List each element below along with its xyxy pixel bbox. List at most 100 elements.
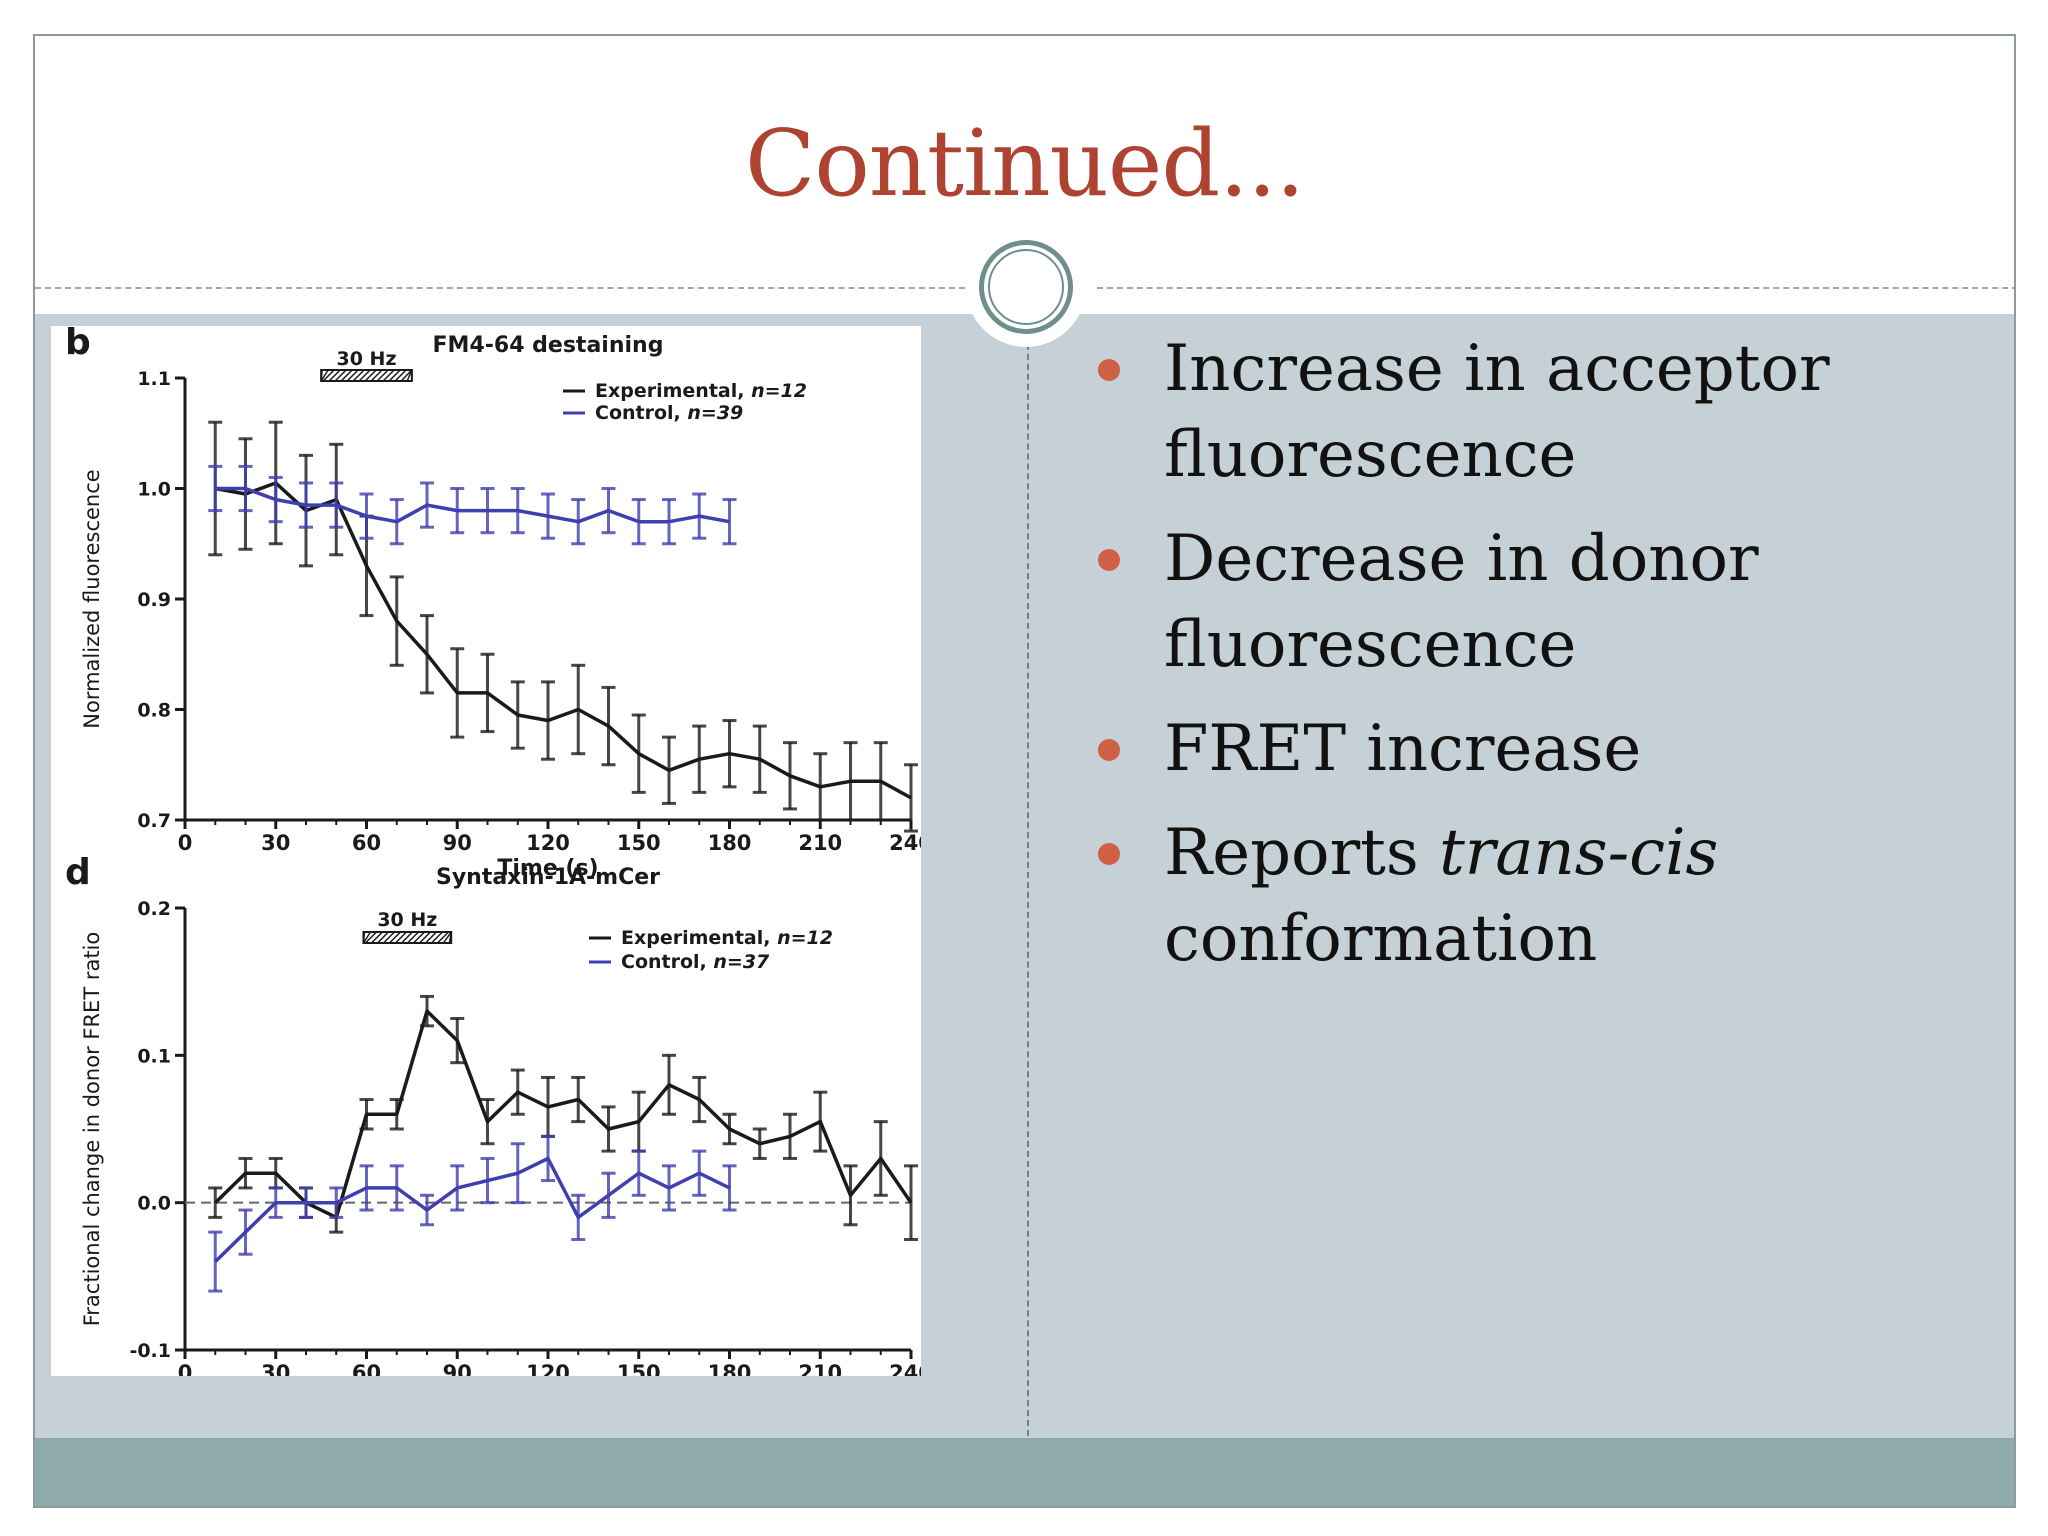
stimulus-hatch — [362, 931, 372, 944]
bullet-dot-icon — [1098, 359, 1120, 381]
figure-panel: b FM4-64 destaining 0.7 0.8 0.9 1.0 1.1 0 30 60 90… — [51, 326, 921, 1376]
bullet-text-italic: trans-cis — [1439, 816, 1719, 890]
x-tick-label: 120 — [526, 831, 570, 855]
y-tick-label: 1.0 — [137, 479, 171, 501]
stimulus-hatch — [364, 931, 378, 944]
bullet-list: Increase in acceptor fluorescence Decrea… — [1098, 326, 1978, 1000]
stimulus-hatch — [430, 931, 444, 944]
bullet-item: FRET increase — [1098, 706, 1978, 792]
stimulus-label: 30 Hz — [377, 909, 437, 931]
x-tick-label: 150 — [617, 831, 661, 855]
x-tick-label: 240 — [889, 831, 921, 855]
stimulus-hatch — [406, 369, 413, 382]
legend-n-label: n=12 — [777, 927, 833, 949]
y-tick-label: -0.1 — [129, 1340, 171, 1362]
y-tick-label: 0.7 — [137, 810, 171, 832]
stimulus-hatch — [320, 369, 323, 382]
x-tick-label: 30 — [261, 1361, 290, 1376]
x-tick-label: 120 — [526, 1361, 570, 1376]
legend-n-label: n=12 — [751, 380, 807, 402]
stimulus-hatch — [376, 931, 390, 944]
legend-entry: Control, n=37 — [621, 951, 770, 973]
stimulus-hatch — [364, 369, 377, 382]
title-divider-right — [1097, 287, 2014, 289]
bullet-text-post: conformation — [1164, 902, 1598, 976]
series-line-control — [215, 486, 730, 524]
panel-letter: b — [65, 326, 91, 363]
stimulus-hatch — [448, 931, 452, 944]
x-tick-label: 150 — [617, 1361, 661, 1376]
panel-letter: d — [65, 852, 91, 893]
y-tick-label: 0.0 — [137, 1193, 171, 1215]
x-tick-label: 210 — [798, 831, 842, 855]
bullet-dot-icon — [1098, 843, 1120, 865]
stimulus-hatch — [328, 369, 341, 382]
stimulus-hatch — [376, 369, 389, 382]
stimulus-hatch — [412, 931, 426, 944]
bullet-text: Increase in acceptor fluorescence — [1164, 332, 1830, 492]
legend-entry: Experimental, n=12 — [621, 927, 833, 949]
title-divider-left — [35, 287, 975, 289]
stimulus-hatch — [382, 931, 396, 944]
legend-entry: Experimental, n=12 — [595, 380, 807, 402]
stimulus-hatch — [346, 369, 359, 382]
stimulus-hatch — [362, 931, 366, 944]
stimulus-hatch — [394, 369, 407, 382]
stimulus-hatch — [424, 931, 438, 944]
x-tick-label: 180 — [708, 1361, 752, 1376]
stimulus-hatch — [322, 369, 335, 382]
stimulus-hatch — [406, 931, 420, 944]
x-tick-label: 240 — [889, 1361, 921, 1376]
stimulus-hatch — [442, 931, 452, 944]
x-tick-label: 0 — [178, 831, 193, 855]
x-tick-label: 210 — [798, 1361, 842, 1376]
legend-n-label: n=37 — [713, 951, 770, 973]
x-tick-label: 0 — [178, 1361, 193, 1376]
column-divider — [1027, 314, 1029, 1436]
y-tick-label: 0.8 — [137, 700, 171, 722]
stimulus-hatch — [436, 931, 450, 944]
series-line-experimental — [214, 1009, 913, 1220]
x-tick-label: 90 — [443, 831, 472, 855]
bullet-item: Decrease in donor fluorescence — [1098, 516, 1978, 688]
series-line-experimental — [214, 481, 912, 800]
stimulus-hatch — [340, 369, 353, 382]
stimulus-hatch — [400, 931, 414, 944]
x-tick-label: 30 — [261, 831, 290, 855]
bullet-item: Increase in acceptor fluorescence — [1098, 326, 1978, 498]
stimulus-hatch — [352, 369, 365, 382]
y-tick-label: 0.2 — [137, 898, 171, 920]
stimulus-hatch — [418, 931, 432, 944]
figure-svg: b FM4-64 destaining 0.7 0.8 0.9 1.0 1.1 0 30 60 90… — [65, 326, 921, 1376]
x-tick-label: 60 — [352, 831, 381, 855]
x-tick-label: 90 — [443, 1361, 472, 1376]
y-tick-label: 0.1 — [137, 1045, 171, 1067]
medallion-inner-ring — [988, 249, 1064, 325]
bullet-dot-icon — [1098, 739, 1120, 761]
bullet-dot-icon — [1098, 549, 1120, 571]
x-axis-label: Time (s) — [497, 856, 598, 881]
legend-entry: Control, n=39 — [595, 402, 743, 424]
y-tick-label: 1.1 — [137, 368, 171, 390]
x-tick-label: 60 — [352, 1361, 381, 1376]
bullet-text-pre: Reports — [1164, 816, 1440, 890]
stimulus-hatch — [400, 369, 413, 382]
slide-title: Continued... — [744, 110, 1305, 217]
y-axis-label: Normalized fluorescence — [80, 469, 104, 728]
stimulus-hatch — [382, 369, 395, 382]
chart-title: Syntaxin-1A-mCer — [436, 865, 660, 890]
stimulus-label: 30 Hz — [336, 348, 396, 370]
slide: Continued... b FM4-64 destaining 0.7 0.8 0.9… — [33, 34, 2016, 1508]
chart-title: FM4-64 destaining — [433, 333, 664, 358]
stimulus-hatch — [388, 931, 402, 944]
series-line-control — [214, 1156, 731, 1263]
y-tick-label: 0.9 — [137, 589, 171, 611]
stimulus-hatch — [358, 369, 371, 382]
legend-n-label: n=39 — [687, 402, 743, 424]
stimulus-hatch — [334, 369, 347, 382]
stimulus-hatch — [388, 369, 401, 382]
x-tick-label: 180 — [708, 831, 752, 855]
stimulus-hatch — [320, 369, 329, 382]
y-axis-label: Fractional change in donor FRET ratio — [80, 932, 104, 1327]
stimulus-hatch — [370, 369, 383, 382]
